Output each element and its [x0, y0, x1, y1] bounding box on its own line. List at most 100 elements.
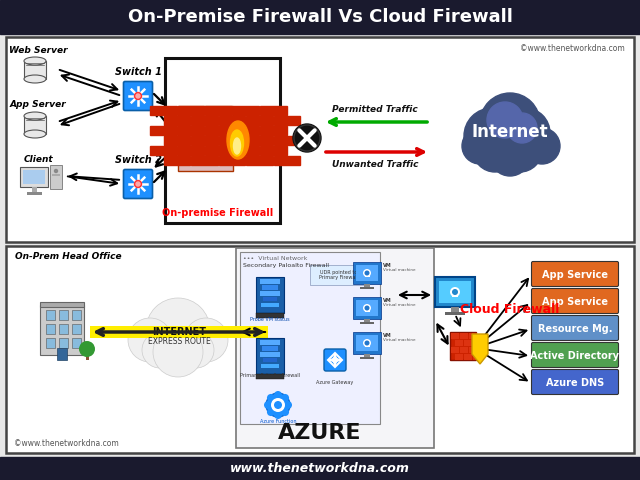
Text: Virtual machine: Virtual machine	[383, 268, 415, 272]
Bar	[32, 187, 37, 192]
Bar	[40, 302, 84, 307]
Bar	[360, 287, 374, 289]
Circle shape	[464, 108, 520, 164]
Bar	[86, 352, 89, 360]
Circle shape	[281, 408, 289, 416]
Bar	[191, 116, 218, 124]
Bar	[57, 348, 67, 360]
Bar	[205, 126, 232, 134]
Circle shape	[134, 93, 141, 99]
Bar	[263, 297, 277, 301]
Circle shape	[294, 125, 320, 151]
Text: On-Premise Firewall Vs Cloud Firewall: On-Premise Firewall Vs Cloud Firewall	[127, 8, 513, 26]
Circle shape	[507, 113, 537, 143]
Bar	[150, 126, 177, 134]
Circle shape	[54, 169, 58, 172]
Circle shape	[524, 128, 560, 164]
Bar	[177, 126, 204, 134]
Bar	[460, 333, 468, 339]
Bar	[20, 167, 48, 187]
FancyBboxPatch shape	[531, 262, 618, 287]
Text: Primary Paloalto Firewall: Primary Paloalto Firewall	[240, 373, 300, 378]
Bar	[59, 310, 68, 320]
Bar	[365, 273, 369, 277]
Text: www.thenetworkdna.com: www.thenetworkdna.com	[230, 461, 410, 475]
Bar	[353, 297, 381, 319]
Bar	[205, 106, 232, 115]
FancyBboxPatch shape	[531, 370, 618, 395]
Bar	[0, 0, 640, 34]
Circle shape	[452, 289, 458, 295]
Bar	[46, 338, 55, 348]
Bar	[6, 246, 634, 453]
Bar	[260, 291, 280, 296]
Bar	[263, 358, 277, 362]
Bar	[164, 156, 190, 165]
Bar	[473, 340, 481, 346]
Bar	[274, 156, 300, 165]
Bar	[24, 116, 46, 134]
Text: Switch 1: Switch 1	[115, 67, 161, 77]
Bar	[451, 347, 459, 353]
Ellipse shape	[24, 130, 46, 138]
Circle shape	[178, 332, 214, 368]
Circle shape	[128, 318, 172, 362]
Bar	[46, 324, 55, 334]
Text: AZURE: AZURE	[278, 423, 362, 443]
Bar	[261, 303, 279, 307]
Circle shape	[184, 318, 228, 362]
Circle shape	[274, 391, 282, 399]
Circle shape	[487, 102, 523, 138]
Bar	[165, 58, 280, 223]
Bar	[150, 146, 177, 155]
Text: INTERNET: INTERNET	[152, 327, 206, 337]
Text: Virtual machine: Virtual machine	[383, 303, 415, 307]
Text: On-Prem Head Office: On-Prem Head Office	[15, 252, 122, 261]
Text: App Service: App Service	[542, 270, 608, 280]
Circle shape	[267, 408, 275, 416]
Circle shape	[134, 180, 141, 188]
Circle shape	[146, 298, 210, 362]
Bar	[256, 277, 284, 313]
Bar	[450, 332, 476, 360]
Bar	[27, 192, 42, 194]
Bar	[260, 146, 287, 155]
Bar	[246, 136, 273, 144]
Text: Secondary Paloalto Firewall: Secondary Paloalto Firewall	[243, 263, 329, 268]
Text: UDR pointed to
Primary Firewall: UDR pointed to Primary Firewall	[319, 270, 358, 280]
Polygon shape	[472, 334, 488, 364]
Circle shape	[274, 401, 282, 409]
Ellipse shape	[230, 130, 243, 156]
Bar	[260, 126, 287, 134]
Circle shape	[293, 124, 321, 152]
FancyBboxPatch shape	[124, 82, 152, 110]
Circle shape	[267, 394, 275, 402]
Bar	[219, 136, 245, 144]
Text: App Server: App Server	[10, 100, 67, 109]
Bar	[219, 156, 245, 165]
Bar	[256, 374, 284, 379]
Bar	[191, 136, 218, 144]
Text: Resource Mg.: Resource Mg.	[538, 324, 612, 334]
Bar	[240, 252, 380, 424]
Bar	[455, 354, 463, 360]
Text: EXPRESS ROUTE: EXPRESS ROUTE	[148, 337, 211, 347]
Circle shape	[363, 339, 371, 347]
Bar	[274, 116, 300, 124]
Bar	[260, 352, 280, 357]
FancyBboxPatch shape	[324, 349, 346, 371]
Text: VM: VM	[383, 298, 392, 303]
Bar	[23, 170, 45, 184]
Bar	[256, 313, 284, 318]
Circle shape	[274, 411, 282, 419]
Text: Probe VM status: Probe VM status	[250, 317, 290, 322]
Bar	[364, 284, 370, 287]
Bar	[360, 322, 374, 324]
Bar	[232, 106, 259, 115]
Circle shape	[500, 108, 550, 158]
Ellipse shape	[24, 57, 46, 65]
Bar	[52, 174, 60, 176]
Bar	[177, 106, 232, 170]
Text: Web Server: Web Server	[9, 46, 67, 55]
Text: ©www.thenetworkdna.com: ©www.thenetworkdna.com	[520, 44, 625, 53]
